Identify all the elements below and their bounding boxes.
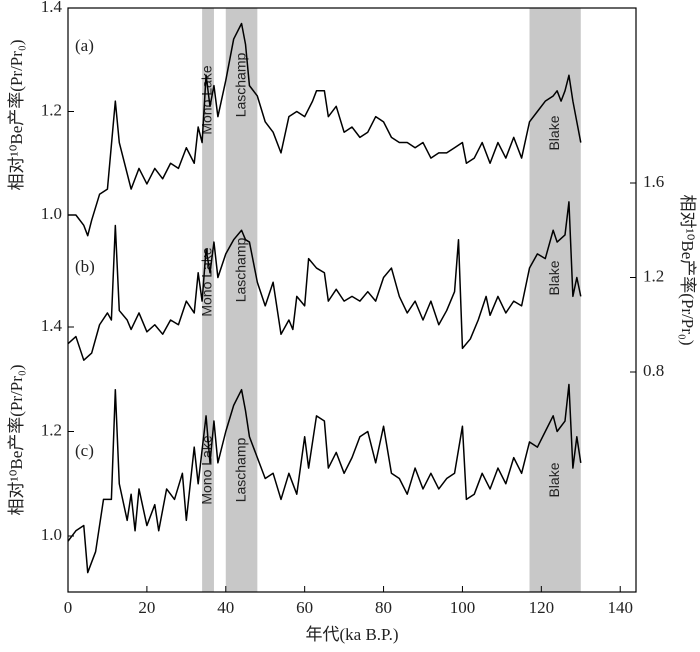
x-tick-label: 140 (607, 598, 633, 617)
event-band (529, 410, 581, 592)
panel-label: (a) (75, 36, 94, 55)
event-band (529, 230, 581, 410)
plot-frame (67, 7, 637, 593)
event-label: Blake (546, 115, 562, 150)
event-label: Laschamp (232, 237, 248, 302)
y-tick-label: 1.4 (41, 316, 63, 335)
x-tick-label: 20 (138, 598, 155, 617)
data-line (67, 383, 582, 574)
y-axis-label: 相对¹⁰Be产率(Pr/Pr₀) (678, 195, 697, 346)
data-line (67, 201, 582, 361)
y-tick-label: 1.4 (41, 0, 63, 16)
y-tick-label: 1.2 (643, 266, 664, 285)
event-band (202, 230, 214, 410)
y-tick-label: 1.2 (41, 100, 62, 119)
x-axis-label: 年代(ka B.P.) (305, 625, 398, 644)
x-tick-label: 80 (375, 598, 392, 617)
event-band (225, 230, 258, 410)
y-tick-label: 1.2 (41, 420, 62, 439)
event-label: Laschamp (232, 52, 248, 117)
x-tick-label: 40 (217, 598, 234, 617)
x-tick-label: 60 (296, 598, 313, 617)
y-tick-label: 0.8 (643, 361, 664, 380)
event-band (529, 8, 581, 230)
event-label: Laschamp (232, 437, 248, 502)
y-axis-label: 相对¹⁰Be产率(Pr/Pr₀) (7, 40, 26, 191)
y-axis-label: 相对¹⁰Be产率(Pr/Pr₀) (7, 365, 26, 516)
event-label: Blake (546, 462, 562, 497)
y-tick-label: 1.0 (41, 525, 62, 544)
event-label: Mono Lake (199, 65, 215, 134)
panel-label: (b) (75, 257, 95, 276)
x-tick-label: 120 (529, 598, 555, 617)
event-band (202, 8, 214, 230)
y-tick-label: 1.6 (643, 172, 664, 191)
event-band (225, 8, 258, 230)
x-tick-label: 0 (64, 598, 73, 617)
plot-layer: Mono Lake Laschamp Blake (a) 1.0 1.2 1.4 相对¹⁰Be… (7, 0, 697, 644)
x-tick-label: 100 (450, 598, 476, 617)
y-tick-label: 1.0 (41, 204, 62, 223)
panel-label: (c) (75, 441, 94, 460)
events-layer (202, 8, 581, 592)
event-label: Blake (546, 260, 562, 295)
data-line (68, 22, 582, 237)
event-band (202, 410, 214, 592)
event-band (225, 410, 258, 592)
